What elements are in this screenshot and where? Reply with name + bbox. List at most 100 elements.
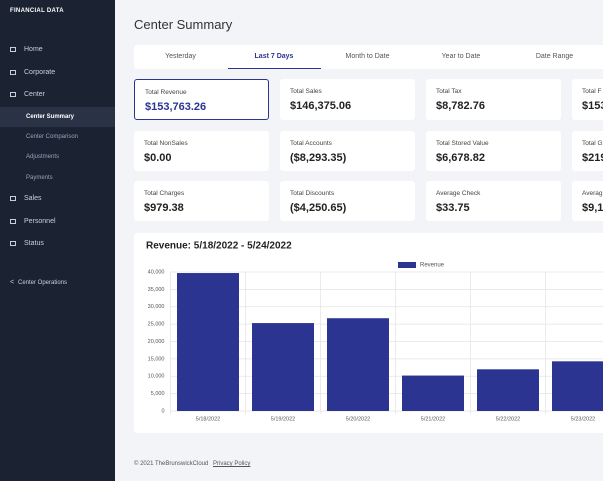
stat-label: Total Sales	[290, 88, 322, 95]
nav-icon	[10, 219, 16, 224]
legend-label: Revenue	[420, 263, 445, 269]
tab-bar: Yesterday Last 7 Days Month to Date Year to…	[134, 45, 603, 69]
y-tick-label: 25,000	[148, 322, 165, 328]
x-tick-label: 5/23/2022	[571, 416, 595, 422]
stat-card[interactable]: Total NonSales $0.00	[134, 131, 269, 171]
stat-card[interactable]: Total Stored Value $6,678.82	[426, 131, 561, 171]
sidebar: FINANCIAL DATA < Center Operations Home Co…	[0, 0, 115, 481]
nav-label: Status	[24, 240, 44, 247]
nav-item[interactable]: Sales	[0, 189, 115, 209]
stat-label: Total Stored Value	[436, 140, 489, 147]
stat-card[interactable]: Total G $219	[572, 131, 603, 171]
nav-icon	[10, 47, 16, 52]
stat-value: $9,1	[582, 202, 603, 214]
nav-item[interactable]: Home	[0, 40, 115, 60]
nav-icon	[10, 196, 16, 201]
nav-label: Payments	[26, 175, 53, 181]
nav-label: Center Summary	[26, 114, 75, 120]
y-tick-label: 35,000	[148, 287, 165, 293]
stat-card[interactable]: Total Tax $8,782.76	[426, 79, 561, 120]
bar	[552, 361, 603, 411]
stat-label: Averag	[582, 190, 603, 197]
stat-card[interactable]: Total Charges $979.38	[134, 181, 269, 221]
nav-item[interactable]: Payments	[0, 168, 115, 188]
bar	[477, 369, 539, 411]
back-icon: <	[10, 279, 15, 286]
y-tick-label: 30,000	[148, 304, 165, 310]
y-tick-label: 5,000	[151, 391, 165, 397]
x-tick-label: 5/18/2022	[196, 416, 220, 422]
back-link[interactable]: < Center Operations	[0, 273, 115, 293]
stat-value: $219	[582, 152, 603, 164]
stat-label: Total Tax	[436, 88, 462, 95]
stat-card[interactable]: Total Discounts ($4,250.65)	[280, 181, 415, 221]
nav-item[interactable]: Adjustments	[0, 147, 115, 167]
y-tick-label: 10,000	[148, 374, 165, 380]
nav-item[interactable]: Status	[0, 234, 115, 254]
nav-item[interactable]: Center	[0, 85, 115, 105]
stat-value: $979.38	[144, 202, 184, 214]
nav-icon	[10, 70, 16, 75]
x-tick-label: 5/21/2022	[421, 416, 445, 422]
nav-item[interactable]: Corporate	[0, 63, 115, 83]
stat-label: Total Accounts	[290, 140, 332, 147]
stat-value: $8,782.76	[436, 100, 485, 112]
tab[interactable]: Last 7 Days	[227, 45, 321, 69]
privacy-link[interactable]: Privacy Policy	[213, 461, 251, 467]
y-tick-label: 20,000	[148, 339, 165, 345]
bar	[402, 375, 464, 411]
stat-value: ($8,293.35)	[290, 152, 347, 164]
x-tick-label: 5/22/2022	[496, 416, 520, 422]
y-tick-label: 15,000	[148, 356, 165, 362]
stat-label: Total Charges	[144, 190, 185, 197]
stat-label: Total F	[582, 88, 602, 95]
tab[interactable]: Month to Date	[345, 53, 390, 60]
tab[interactable]: Yesterday	[165, 53, 196, 60]
stat-card[interactable]: Total Accounts ($8,293.35)	[280, 131, 415, 171]
stat-value: $146,375.06	[290, 100, 352, 112]
x-tick-label: 5/19/2022	[271, 416, 295, 422]
stat-value: $153	[582, 100, 603, 112]
nav-label: Corporate	[24, 69, 56, 76]
page-title: Center Summary	[134, 17, 233, 32]
tab[interactable]: Date Range	[535, 53, 574, 60]
nav-label: Adjustments	[26, 154, 60, 160]
nav-label: Center Comparison	[26, 134, 79, 140]
bar	[252, 323, 314, 411]
stat-label: Total Revenue	[145, 89, 187, 96]
y-tick-label: 40,000	[148, 269, 165, 275]
stat-card[interactable]: Average Check $33.75	[426, 181, 561, 221]
stat-card[interactable]: Total Revenue $153,763.26	[134, 79, 269, 120]
stat-value: $33.75	[436, 202, 470, 214]
stat-value: ($4,250.65)	[290, 202, 347, 214]
nav-item[interactable]: Center Summary	[0, 107, 115, 127]
stat-value: $153,763.26	[145, 101, 207, 113]
nav-label: Personnel	[24, 218, 56, 225]
stat-label: Total Discounts	[290, 190, 335, 197]
stat-label: Total G	[582, 140, 603, 147]
tab[interactable]: Year to Date	[441, 53, 481, 60]
nav-item[interactable]: Center Comparison	[0, 127, 115, 147]
stat-value: $0.00	[144, 152, 172, 164]
back-label: Center Operations	[18, 280, 68, 286]
x-tick-label: 5/20/2022	[346, 416, 370, 422]
chart-card: Revenue: 5/18/2022 - 5/24/2022 0 5,000 10,…	[134, 233, 603, 433]
nav-label: Sales	[24, 195, 42, 202]
main: Center Summary Yesterday Last 7 Days Month…	[115, 0, 603, 481]
nav-label: Center	[24, 91, 46, 98]
stat-card[interactable]: Total F $153	[572, 79, 603, 120]
nav-icon	[10, 241, 16, 246]
nav-icon	[10, 92, 16, 97]
stat-card[interactable]: Total Sales $146,375.06	[280, 79, 415, 120]
y-tick-label: 0	[161, 408, 164, 414]
chart: Revenue: 5/18/2022 - 5/24/2022 0 5,000 10,…	[146, 241, 603, 422]
chart-title: Revenue: 5/18/2022 - 5/24/2022	[146, 241, 292, 252]
stat-card[interactable]: Averag $9,1	[572, 181, 603, 221]
stat-label: Average Check	[436, 190, 481, 197]
stat-value: $6,678.82	[436, 152, 485, 164]
bar	[327, 318, 389, 411]
brand: FINANCIAL DATA	[10, 8, 64, 14]
nav-item[interactable]: Personnel	[0, 212, 115, 232]
nav-label: Home	[24, 46, 43, 53]
